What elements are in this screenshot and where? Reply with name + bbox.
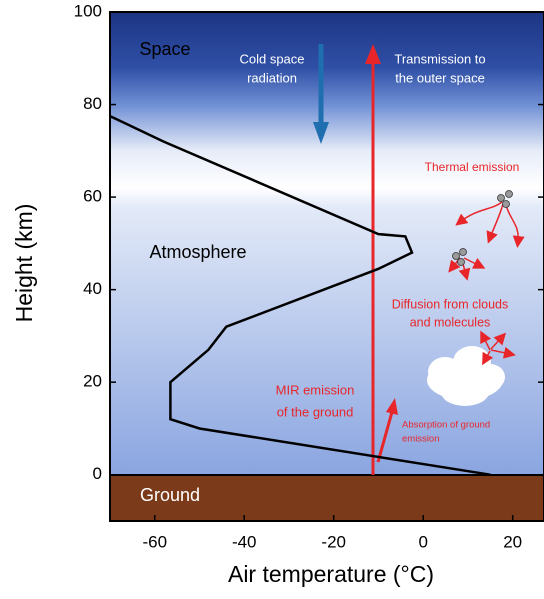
x-tick-label: -20 xyxy=(321,532,346,551)
plot-frame xyxy=(109,11,544,522)
annotation: Ground xyxy=(140,485,200,505)
x-tick-label: 0 xyxy=(418,532,427,551)
y-tick-label: 0 xyxy=(93,464,102,483)
annotation: Atmosphere xyxy=(149,242,246,262)
annotation: of the ground xyxy=(277,404,354,419)
plot-area xyxy=(110,44,525,476)
y-tick-label: 80 xyxy=(83,94,102,113)
y-tick-label: 20 xyxy=(83,372,102,391)
x-tick-label: -60 xyxy=(142,532,167,551)
absorption-arrow-shaft xyxy=(376,411,394,463)
annotation: emission xyxy=(402,434,440,445)
annotation: Transmission to xyxy=(394,51,485,66)
annotation: MIR emission xyxy=(276,382,355,397)
cold-arrow-head xyxy=(313,122,329,144)
molecules xyxy=(452,190,513,266)
annotation: Space xyxy=(139,39,190,59)
y-tick-label: 60 xyxy=(83,187,102,206)
annotation: the outer space xyxy=(395,70,485,85)
absorption-arrow-head xyxy=(386,398,398,415)
annotation: radiation xyxy=(247,70,297,85)
annotation: Cold space xyxy=(239,51,304,66)
x-tick-label: -40 xyxy=(232,532,257,551)
temperature-line xyxy=(110,114,491,476)
annotation: and molecules xyxy=(410,315,491,329)
transmission-arrow-head xyxy=(365,44,381,64)
x-tick-label: 20 xyxy=(503,532,522,551)
annotation: Thermal emission xyxy=(425,160,520,174)
y-tick-label: 100 xyxy=(74,1,102,20)
annotation: Diffusion from clouds xyxy=(392,297,509,311)
ground-background xyxy=(110,475,544,521)
x-axis-title: Air temperature (°C) xyxy=(228,561,434,587)
annotation: Absorption of ground xyxy=(402,420,490,431)
y-axis-title: Height (km) xyxy=(11,204,37,323)
cloud xyxy=(427,346,505,406)
y-tick-label: 40 xyxy=(83,279,102,298)
emission-arrows xyxy=(448,201,525,366)
